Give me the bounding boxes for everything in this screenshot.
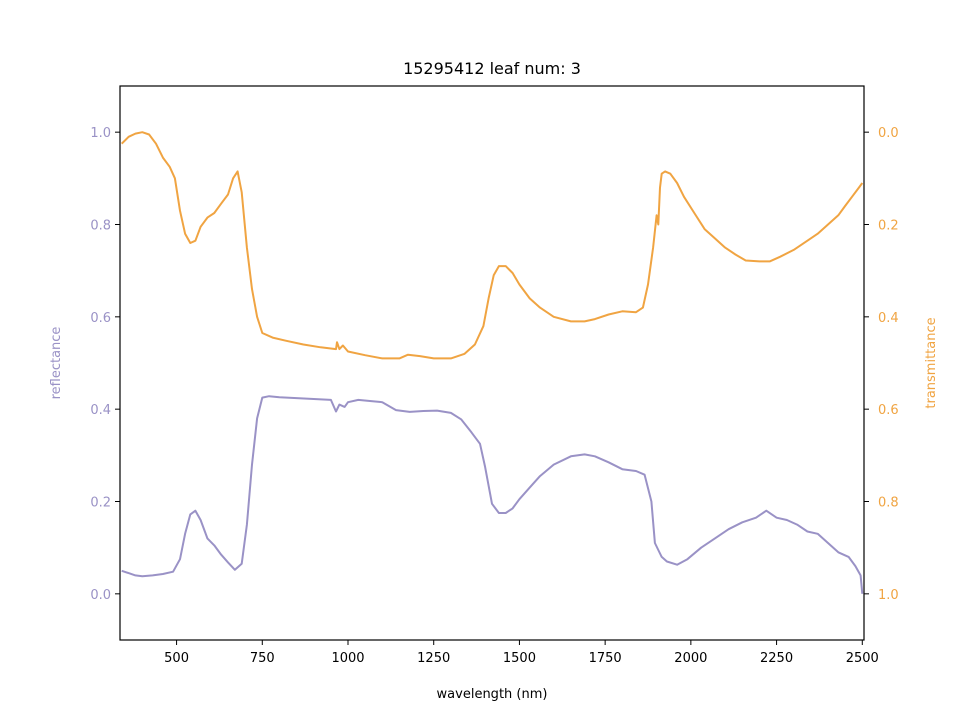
x-tick-label: 2250 (760, 651, 793, 666)
x-tick-label: 1750 (589, 651, 622, 666)
axis-ticks: 500 750 1000 1250 1500 1750 2000 2250 2500 0.0 0.2… (90, 126, 898, 666)
y-right-tick-label: 0.2 (878, 219, 899, 234)
y-axis-left-label: reflectance (49, 327, 64, 400)
y-right-tick-label: 0.0 (878, 126, 899, 141)
x-tick-label: 1000 (331, 651, 364, 666)
x-tick-label: 2500 (846, 651, 879, 666)
x-tick-label: 1250 (417, 651, 450, 666)
transmittance-series-line (120, 131, 864, 360)
y-left-tick-label: 1.0 (90, 126, 111, 141)
x-tick-label: 2000 (674, 651, 707, 666)
x-tick-label: 750 (250, 651, 275, 666)
y-right-tick-label: 0.8 (878, 496, 899, 511)
y-axis-right-label: transmittance (924, 317, 939, 408)
chart-title: 15295412 leaf num: 3 (403, 59, 581, 78)
y-right-tick-label: 0.4 (878, 311, 899, 326)
y-left-tick-label: 0.8 (90, 219, 111, 234)
y-left-tick-label: 0.6 (90, 311, 111, 326)
x-axis-label: wavelength (nm) (437, 687, 548, 702)
x-tick-label: 500 (164, 651, 189, 666)
y-right-tick-label: 0.6 (878, 403, 899, 418)
x-tick-label: 1500 (503, 651, 536, 666)
y-right-tick-label: 1.0 (878, 588, 899, 603)
plot-lines (120, 131, 864, 594)
reflectance-series-line (121, 395, 864, 594)
y-left-tick-label: 0.0 (90, 588, 111, 603)
y-left-tick-label: 0.2 (90, 496, 111, 511)
y-left-tick-label: 0.4 (90, 403, 111, 418)
plot-frame (119, 85, 865, 641)
